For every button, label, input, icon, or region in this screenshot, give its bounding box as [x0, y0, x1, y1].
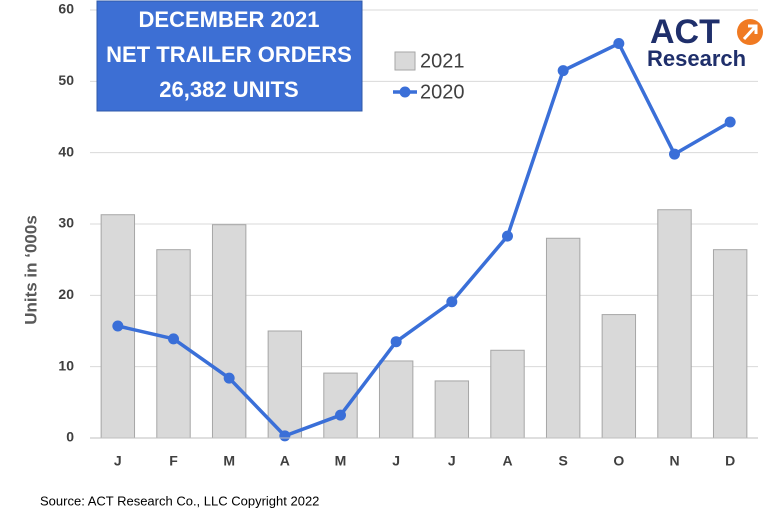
- x-tick-label: J: [114, 453, 122, 469]
- marker: [335, 409, 346, 421]
- bar: [490, 349, 525, 439]
- y-axis-label: Units in ‘000s: [21, 215, 40, 325]
- chart-title: NET TRAILER ORDERS: [106, 42, 352, 67]
- chart-title: 26,382 UNITS: [159, 77, 298, 102]
- marker: [669, 148, 680, 160]
- legend-swatch: [399, 86, 411, 98]
- x-tick-label: S: [558, 453, 567, 469]
- x-tick-label: A: [502, 453, 512, 469]
- marker: [724, 116, 736, 128]
- logo-icon: [742, 24, 758, 41]
- x-tick-label: J: [392, 453, 400, 469]
- marker: [168, 333, 179, 345]
- marker: [446, 296, 458, 308]
- y-tick-label: 20: [58, 286, 74, 302]
- x-tick-label: J: [448, 453, 456, 469]
- logo-act: ACT: [650, 13, 720, 51]
- marker: [112, 320, 124, 332]
- bar: [211, 224, 247, 439]
- x-tick-label: O: [613, 453, 624, 469]
- x-tick-label: A: [280, 453, 290, 469]
- x-tick-label: M: [223, 453, 235, 469]
- line: [117, 41, 732, 438]
- legend-swatch: [394, 51, 416, 71]
- marker: [613, 38, 625, 50]
- bar: [378, 360, 414, 439]
- y-tick-label: 30: [58, 215, 74, 231]
- x-tick-label: D: [725, 453, 735, 469]
- logo-research: Research: [647, 46, 746, 71]
- x-tick-label: N: [669, 453, 679, 469]
- bar: [323, 372, 358, 439]
- legend-label: 2020: [420, 81, 465, 103]
- source: Source: ACT Research Co., LLC Copyright …: [40, 493, 319, 508]
- y-tick-label: 10: [58, 357, 74, 373]
- y-tick-label: 40: [58, 143, 74, 159]
- x-tick-label: F: [169, 453, 178, 469]
- x-tick-label: M: [335, 453, 347, 469]
- y-tick-label: 60: [58, 1, 74, 17]
- chart-title: DECEMBER 2021: [139, 7, 320, 32]
- marker: [502, 230, 513, 242]
- bar: [601, 314, 637, 439]
- bar: [434, 380, 470, 439]
- marker: [390, 336, 402, 348]
- marker: [223, 372, 235, 384]
- marker: [279, 430, 291, 442]
- title-box: [96, 0, 363, 112]
- bar: [657, 209, 692, 439]
- legend-label: 2021: [420, 50, 465, 72]
- y-tick-label: 50: [58, 72, 74, 88]
- bar: [712, 249, 748, 439]
- bar: [267, 330, 303, 439]
- marker: [557, 65, 569, 77]
- bar: [545, 237, 581, 439]
- y-tick-label: 0: [66, 429, 74, 445]
